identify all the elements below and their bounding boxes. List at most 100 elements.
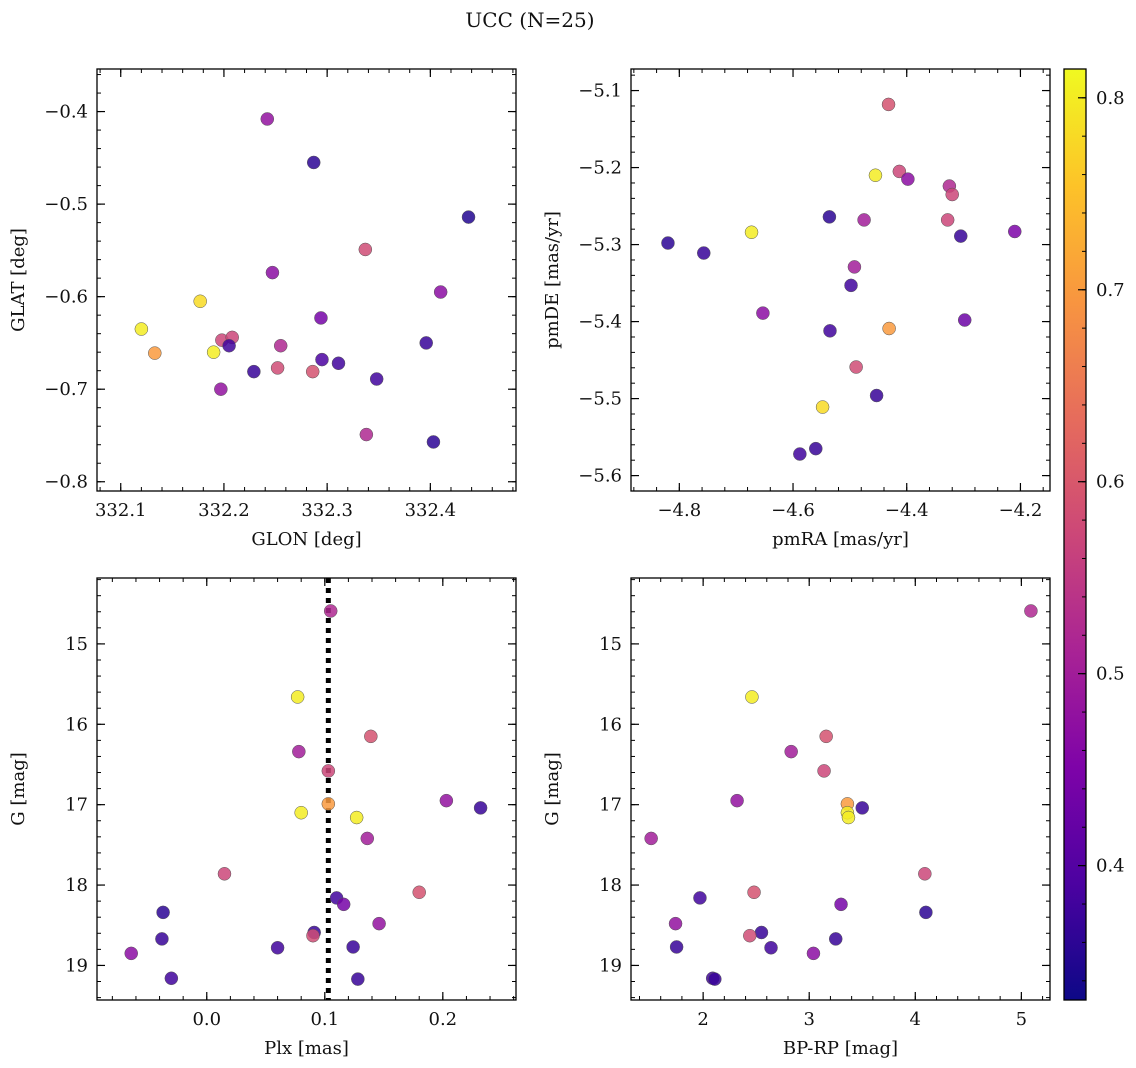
data-point bbox=[764, 941, 778, 955]
data-point bbox=[193, 294, 207, 309]
data-point bbox=[756, 306, 770, 320]
data-point bbox=[819, 729, 833, 744]
data-point bbox=[273, 338, 288, 353]
data-point bbox=[290, 690, 305, 704]
data-point bbox=[844, 278, 858, 293]
data-point bbox=[669, 940, 684, 954]
data-point bbox=[881, 97, 896, 112]
data-point bbox=[214, 382, 228, 396]
colorbar-tick-label: 0.6 bbox=[1096, 472, 1125, 493]
y-tick-label: −5.5 bbox=[578, 389, 622, 410]
data-point bbox=[247, 364, 261, 379]
data-point bbox=[134, 322, 149, 336]
y-tick-label: −0.5 bbox=[44, 194, 88, 215]
y-tick-label: −0.4 bbox=[44, 102, 88, 123]
colorbar-tick-label: 0.8 bbox=[1096, 88, 1125, 109]
x-tick-label: 0.0 bbox=[192, 1009, 221, 1030]
data-point bbox=[156, 905, 170, 920]
x-tick-label: 332.4 bbox=[405, 500, 457, 521]
data-point bbox=[346, 940, 360, 954]
data-point bbox=[918, 867, 932, 881]
data-point bbox=[294, 805, 308, 820]
data-point bbox=[306, 155, 321, 170]
data-point bbox=[745, 690, 759, 704]
x-tick-label: −4.8 bbox=[657, 500, 701, 521]
y-tick-label: −5.3 bbox=[578, 235, 622, 256]
data-point bbox=[323, 604, 338, 618]
data-point bbox=[306, 928, 320, 943]
data-point bbox=[822, 210, 837, 224]
y-tick-label: 18 bbox=[599, 875, 622, 896]
data-point bbox=[270, 361, 285, 375]
y-axis-label: pmDE [mas/yr] bbox=[542, 211, 563, 349]
y-tick-label: 15 bbox=[599, 634, 622, 655]
data-point bbox=[439, 793, 454, 808]
data-point bbox=[708, 972, 722, 986]
y-axis-label: G [mag] bbox=[8, 752, 29, 825]
data-point bbox=[868, 168, 883, 183]
data-point bbox=[155, 932, 169, 946]
data-point bbox=[369, 372, 384, 386]
x-tick-label: 3 bbox=[803, 1009, 814, 1030]
x-axis-label: GLON [deg] bbox=[251, 529, 361, 550]
colorbar-gradient bbox=[1063, 68, 1087, 1001]
x-tick-label: 332.2 bbox=[198, 500, 250, 521]
data-point bbox=[901, 172, 915, 186]
data-point bbox=[148, 346, 162, 360]
data-point bbox=[292, 744, 306, 759]
data-point bbox=[892, 164, 907, 179]
data-point bbox=[744, 225, 759, 240]
y-tick-label: −5.6 bbox=[578, 466, 622, 487]
data-point bbox=[668, 916, 683, 931]
y-tick-label: 19 bbox=[65, 955, 88, 976]
data-point bbox=[217, 867, 232, 881]
y-tick-label: 16 bbox=[65, 714, 88, 735]
y-tick-label: −0.6 bbox=[44, 287, 88, 308]
y-tick-label: 16 bbox=[599, 714, 622, 735]
x-tick-label: 2 bbox=[697, 1009, 708, 1030]
data-point bbox=[857, 213, 871, 227]
data-point bbox=[693, 891, 707, 905]
y-tick-label: −5.2 bbox=[578, 158, 622, 179]
scatter-panel-4: 2 3 4 5 15 16 17 18 19 BP-RP [mag] G [mag] bbox=[542, 577, 1051, 1059]
data-point bbox=[823, 324, 837, 338]
data-point bbox=[360, 831, 375, 846]
data-point bbox=[730, 793, 744, 808]
data-point bbox=[1024, 604, 1038, 618]
data-point bbox=[433, 285, 448, 299]
data-point bbox=[265, 265, 280, 280]
data-point bbox=[315, 352, 329, 367]
data-point bbox=[806, 946, 821, 961]
data-point bbox=[743, 928, 757, 943]
y-tick-label: −5.1 bbox=[578, 81, 622, 102]
data-point bbox=[809, 441, 823, 456]
data-point bbox=[882, 321, 896, 336]
data-point bbox=[461, 210, 476, 224]
data-point bbox=[834, 897, 848, 912]
colorbar-tick-label: 0.4 bbox=[1096, 856, 1125, 877]
y-tick-label: 18 bbox=[65, 875, 88, 896]
data-point bbox=[331, 356, 346, 371]
data-point bbox=[349, 810, 364, 825]
colorbar-tick-label: 0.5 bbox=[1096, 664, 1125, 685]
data-point bbox=[305, 364, 320, 379]
x-axis-label: BP-RP [mag] bbox=[783, 1038, 898, 1059]
data-point bbox=[697, 246, 711, 260]
scatter-panel-3: 0.0 0.1 0.2 15 16 17 18 19 Plx [mas] G [mag] bbox=[8, 577, 517, 1059]
data-point bbox=[359, 427, 374, 442]
y-axis-label: G [mag] bbox=[542, 752, 563, 825]
y-tick-label: −0.7 bbox=[44, 379, 88, 400]
scatter-panel-1: 332.1 332.2 332.3 332.4 −0.4 −0.5 −0.6 −0.7 −0.8… bbox=[8, 68, 517, 550]
data-point bbox=[358, 242, 373, 257]
y-tick-label: 17 bbox=[599, 795, 622, 816]
y-tick-label: 19 bbox=[599, 955, 622, 976]
data-point bbox=[270, 941, 285, 955]
data-point bbox=[815, 400, 830, 414]
data-point bbox=[426, 435, 441, 449]
data-point bbox=[855, 801, 869, 815]
data-point bbox=[817, 764, 831, 778]
data-point bbox=[473, 801, 488, 815]
data-point bbox=[260, 112, 275, 126]
data-point bbox=[321, 764, 336, 778]
